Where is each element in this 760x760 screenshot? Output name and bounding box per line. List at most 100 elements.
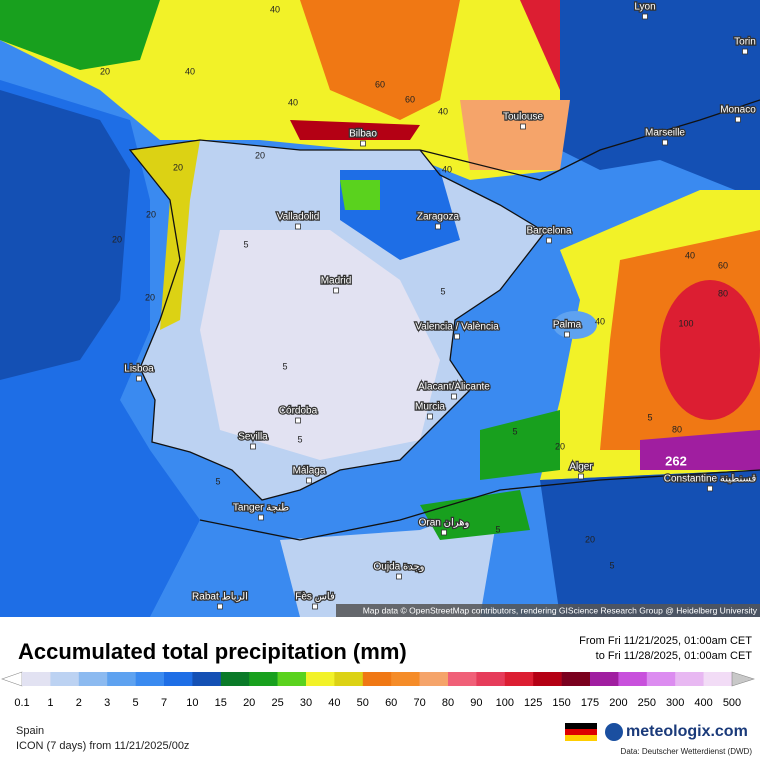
logo-icon bbox=[605, 723, 623, 741]
model: ICON (7 days) from 11/21/2025/00z bbox=[16, 740, 189, 752]
legend-swatch bbox=[476, 672, 506, 686]
contour-label: 40 bbox=[685, 250, 695, 260]
oran-rain bbox=[420, 490, 530, 540]
contour-label: 20 bbox=[173, 162, 183, 172]
city-marker bbox=[217, 603, 223, 610]
rain-pink bbox=[460, 100, 570, 170]
legend-swatch bbox=[192, 672, 222, 686]
legend-swatch bbox=[362, 672, 392, 686]
city-marker bbox=[250, 443, 256, 450]
city-label: Sevilla bbox=[238, 432, 268, 443]
contour-label: 5 bbox=[215, 476, 220, 486]
galicia-rain bbox=[130, 140, 200, 330]
atlantic-deep bbox=[0, 90, 130, 380]
flag-gold bbox=[565, 735, 597, 741]
legend-swatch bbox=[220, 672, 250, 686]
legend-swatch bbox=[334, 672, 364, 686]
legend-swatch bbox=[561, 672, 591, 686]
contour-label: 5 bbox=[440, 286, 445, 296]
legend-swatch bbox=[646, 672, 676, 686]
city-label: Lisboa bbox=[124, 364, 154, 375]
footer-title: Accumulated total precipitation (mm) bbox=[18, 639, 407, 664]
legend-swatch bbox=[448, 672, 477, 686]
contour-label: 40 bbox=[288, 97, 298, 107]
legend-label: 60 bbox=[385, 697, 397, 709]
legend-swatch bbox=[22, 672, 51, 686]
city-marker bbox=[295, 417, 301, 424]
city-marker bbox=[564, 331, 570, 338]
city-label: Zaragoza bbox=[417, 212, 460, 223]
city-label: Palma bbox=[553, 320, 582, 331]
contour-label: 100 bbox=[678, 318, 693, 328]
region: Spain bbox=[16, 725, 44, 737]
contour-label: 40 bbox=[438, 106, 448, 116]
contour-label: 40 bbox=[185, 66, 195, 76]
legend-label: 5 bbox=[133, 697, 139, 709]
city-label: Valladolid bbox=[277, 212, 320, 223]
legend-label: 10 bbox=[186, 697, 198, 709]
rain-blue-se-france bbox=[560, 0, 760, 200]
rain-red bbox=[290, 120, 420, 140]
city-label: Barcelona bbox=[526, 226, 571, 237]
legend-label: 150 bbox=[552, 697, 570, 709]
legend-swatch bbox=[249, 672, 278, 686]
city-label: Murcia bbox=[415, 402, 445, 413]
city-marker bbox=[520, 123, 526, 130]
city-label: Marseille bbox=[645, 128, 685, 139]
city-marker bbox=[441, 529, 447, 536]
legend-label: 175 bbox=[581, 697, 599, 709]
city-label: Oran وهران bbox=[419, 518, 470, 529]
contour-label: 60 bbox=[718, 260, 728, 270]
legend-label: 1 bbox=[47, 697, 53, 709]
legend-swatch bbox=[107, 672, 136, 686]
city-marker bbox=[662, 139, 668, 146]
city-marker bbox=[312, 603, 318, 610]
legend-swatch bbox=[618, 672, 648, 686]
contour-label: 5 bbox=[495, 524, 500, 534]
max-label: 262 bbox=[665, 453, 687, 468]
contour-label: 5 bbox=[512, 426, 517, 436]
iberia-dry bbox=[200, 230, 440, 460]
legend-swatch bbox=[675, 672, 704, 686]
legend-swatch bbox=[533, 672, 562, 686]
legend-label: 30 bbox=[300, 697, 312, 709]
algeria-rain bbox=[540, 470, 760, 617]
legend-swatch bbox=[164, 672, 193, 686]
city-marker bbox=[578, 473, 584, 480]
contour-label: 20 bbox=[146, 209, 156, 219]
contour-label: 60 bbox=[405, 94, 415, 104]
contour-label: 60 bbox=[375, 79, 385, 89]
contour-label: 5 bbox=[609, 560, 614, 570]
legend-label: 250 bbox=[638, 697, 656, 709]
contour-label: 40 bbox=[595, 316, 605, 326]
city-marker bbox=[333, 287, 339, 294]
contour-label: 20 bbox=[100, 66, 110, 76]
legend-label: 400 bbox=[694, 697, 712, 709]
contour-label: 20 bbox=[145, 292, 155, 302]
legend-label: 300 bbox=[666, 697, 684, 709]
city-marker bbox=[642, 13, 648, 20]
city-label: Alger bbox=[569, 462, 593, 473]
legend-label: 2 bbox=[76, 697, 82, 709]
legend-swatch bbox=[504, 672, 534, 686]
city-marker bbox=[735, 116, 741, 123]
mallorca bbox=[553, 311, 597, 339]
legend-swatch bbox=[135, 672, 165, 686]
storm-red bbox=[660, 280, 760, 420]
city-label: Valencia / València bbox=[415, 322, 499, 333]
city-label: Madrid bbox=[321, 276, 352, 287]
city-marker bbox=[454, 333, 460, 340]
contour-label: 5 bbox=[243, 239, 248, 249]
city-label: Alacant/Alicante bbox=[418, 382, 490, 393]
legend-over bbox=[731, 671, 755, 687]
legend-label: 25 bbox=[271, 697, 283, 709]
legend-label: 7 bbox=[161, 697, 167, 709]
city-marker bbox=[360, 140, 366, 147]
city-label: Constantine قسنطينة bbox=[664, 474, 757, 485]
city-marker bbox=[742, 48, 748, 55]
contour-label: 20 bbox=[555, 441, 565, 451]
contour-label: 20 bbox=[585, 534, 595, 544]
city-marker bbox=[136, 375, 142, 382]
city-label: Tanger طنجة bbox=[233, 503, 289, 514]
